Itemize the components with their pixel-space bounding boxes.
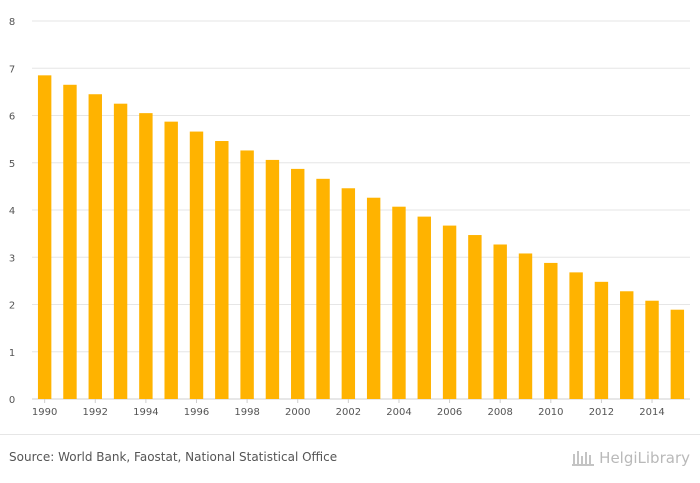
bar-1995[interactable] — [164, 121, 178, 399]
bar-1993[interactable] — [113, 103, 128, 399]
bar-2008[interactable] — [493, 244, 507, 399]
footer-divider — [0, 434, 700, 435]
x-tick-label: 2010 — [538, 407, 563, 418]
bar-2012[interactable] — [594, 281, 609, 399]
x-tick-label: 1998 — [234, 407, 259, 418]
bar-1990[interactable] — [37, 75, 52, 400]
bar-2013[interactable] — [620, 291, 634, 399]
bar-2001[interactable] — [316, 178, 330, 399]
x-tick-label: 2014 — [639, 407, 664, 418]
y-tick-label: 1 — [9, 348, 15, 359]
bar-2000[interactable] — [291, 168, 305, 399]
y-tick-label: 4 — [9, 206, 15, 217]
x-tick-label: 1992 — [83, 407, 108, 418]
x-tick-label: 1994 — [133, 407, 158, 418]
bar-2002[interactable] — [341, 188, 356, 399]
bar-1997[interactable] — [215, 141, 229, 399]
bar-1998[interactable] — [240, 150, 254, 399]
bar-2003[interactable] — [366, 197, 381, 399]
bar-2011[interactable] — [569, 272, 583, 399]
bar-1996[interactable] — [189, 131, 204, 399]
x-tick-label: 2002 — [336, 407, 361, 418]
bar-chart: 0 1 2 3 4 5 6 7 8 1990 1992 1994 1996 1998 2000 2002 200… — [9, 17, 690, 418]
bar-1992[interactable] — [88, 94, 102, 400]
x-tick-label: 2000 — [285, 407, 310, 418]
brand-logo[interactable]: HelgiLibrary — [570, 448, 690, 468]
x-tick-label: 1990 — [32, 407, 57, 418]
x-tick-label: 1996 — [184, 407, 209, 418]
y-tick-label: 8 — [9, 17, 15, 28]
y-tick-label: 6 — [9, 112, 15, 123]
bar-2007[interactable] — [468, 235, 482, 399]
source-note: Source: World Bank, Faostat, National St… — [9, 450, 338, 464]
bar-2014[interactable] — [645, 300, 659, 399]
bar-1999[interactable] — [265, 159, 280, 399]
bar-2010[interactable] — [544, 262, 558, 399]
bar-1991[interactable] — [63, 84, 77, 399]
y-tick-label: 0 — [9, 395, 15, 406]
bar-2005[interactable] — [417, 216, 431, 399]
bar-2015[interactable] — [670, 309, 685, 399]
bar-1994[interactable] — [139, 113, 153, 399]
x-tick-label: 2008 — [487, 407, 512, 418]
brand-name: HelgiLibrary — [599, 449, 690, 467]
y-tick-label: 7 — [9, 64, 15, 75]
x-tick-label: 2012 — [589, 407, 614, 418]
y-tick-label: 2 — [9, 301, 15, 312]
bar-2006[interactable] — [442, 225, 457, 399]
y-tick-label: 3 — [9, 253, 15, 264]
x-tick-label: 2006 — [437, 407, 462, 418]
bar-2004[interactable] — [392, 206, 406, 399]
y-tick-label: 5 — [9, 159, 15, 170]
bar-2009[interactable] — [518, 253, 533, 399]
x-tick-label: 2004 — [386, 407, 411, 418]
library-icon — [572, 451, 595, 466]
